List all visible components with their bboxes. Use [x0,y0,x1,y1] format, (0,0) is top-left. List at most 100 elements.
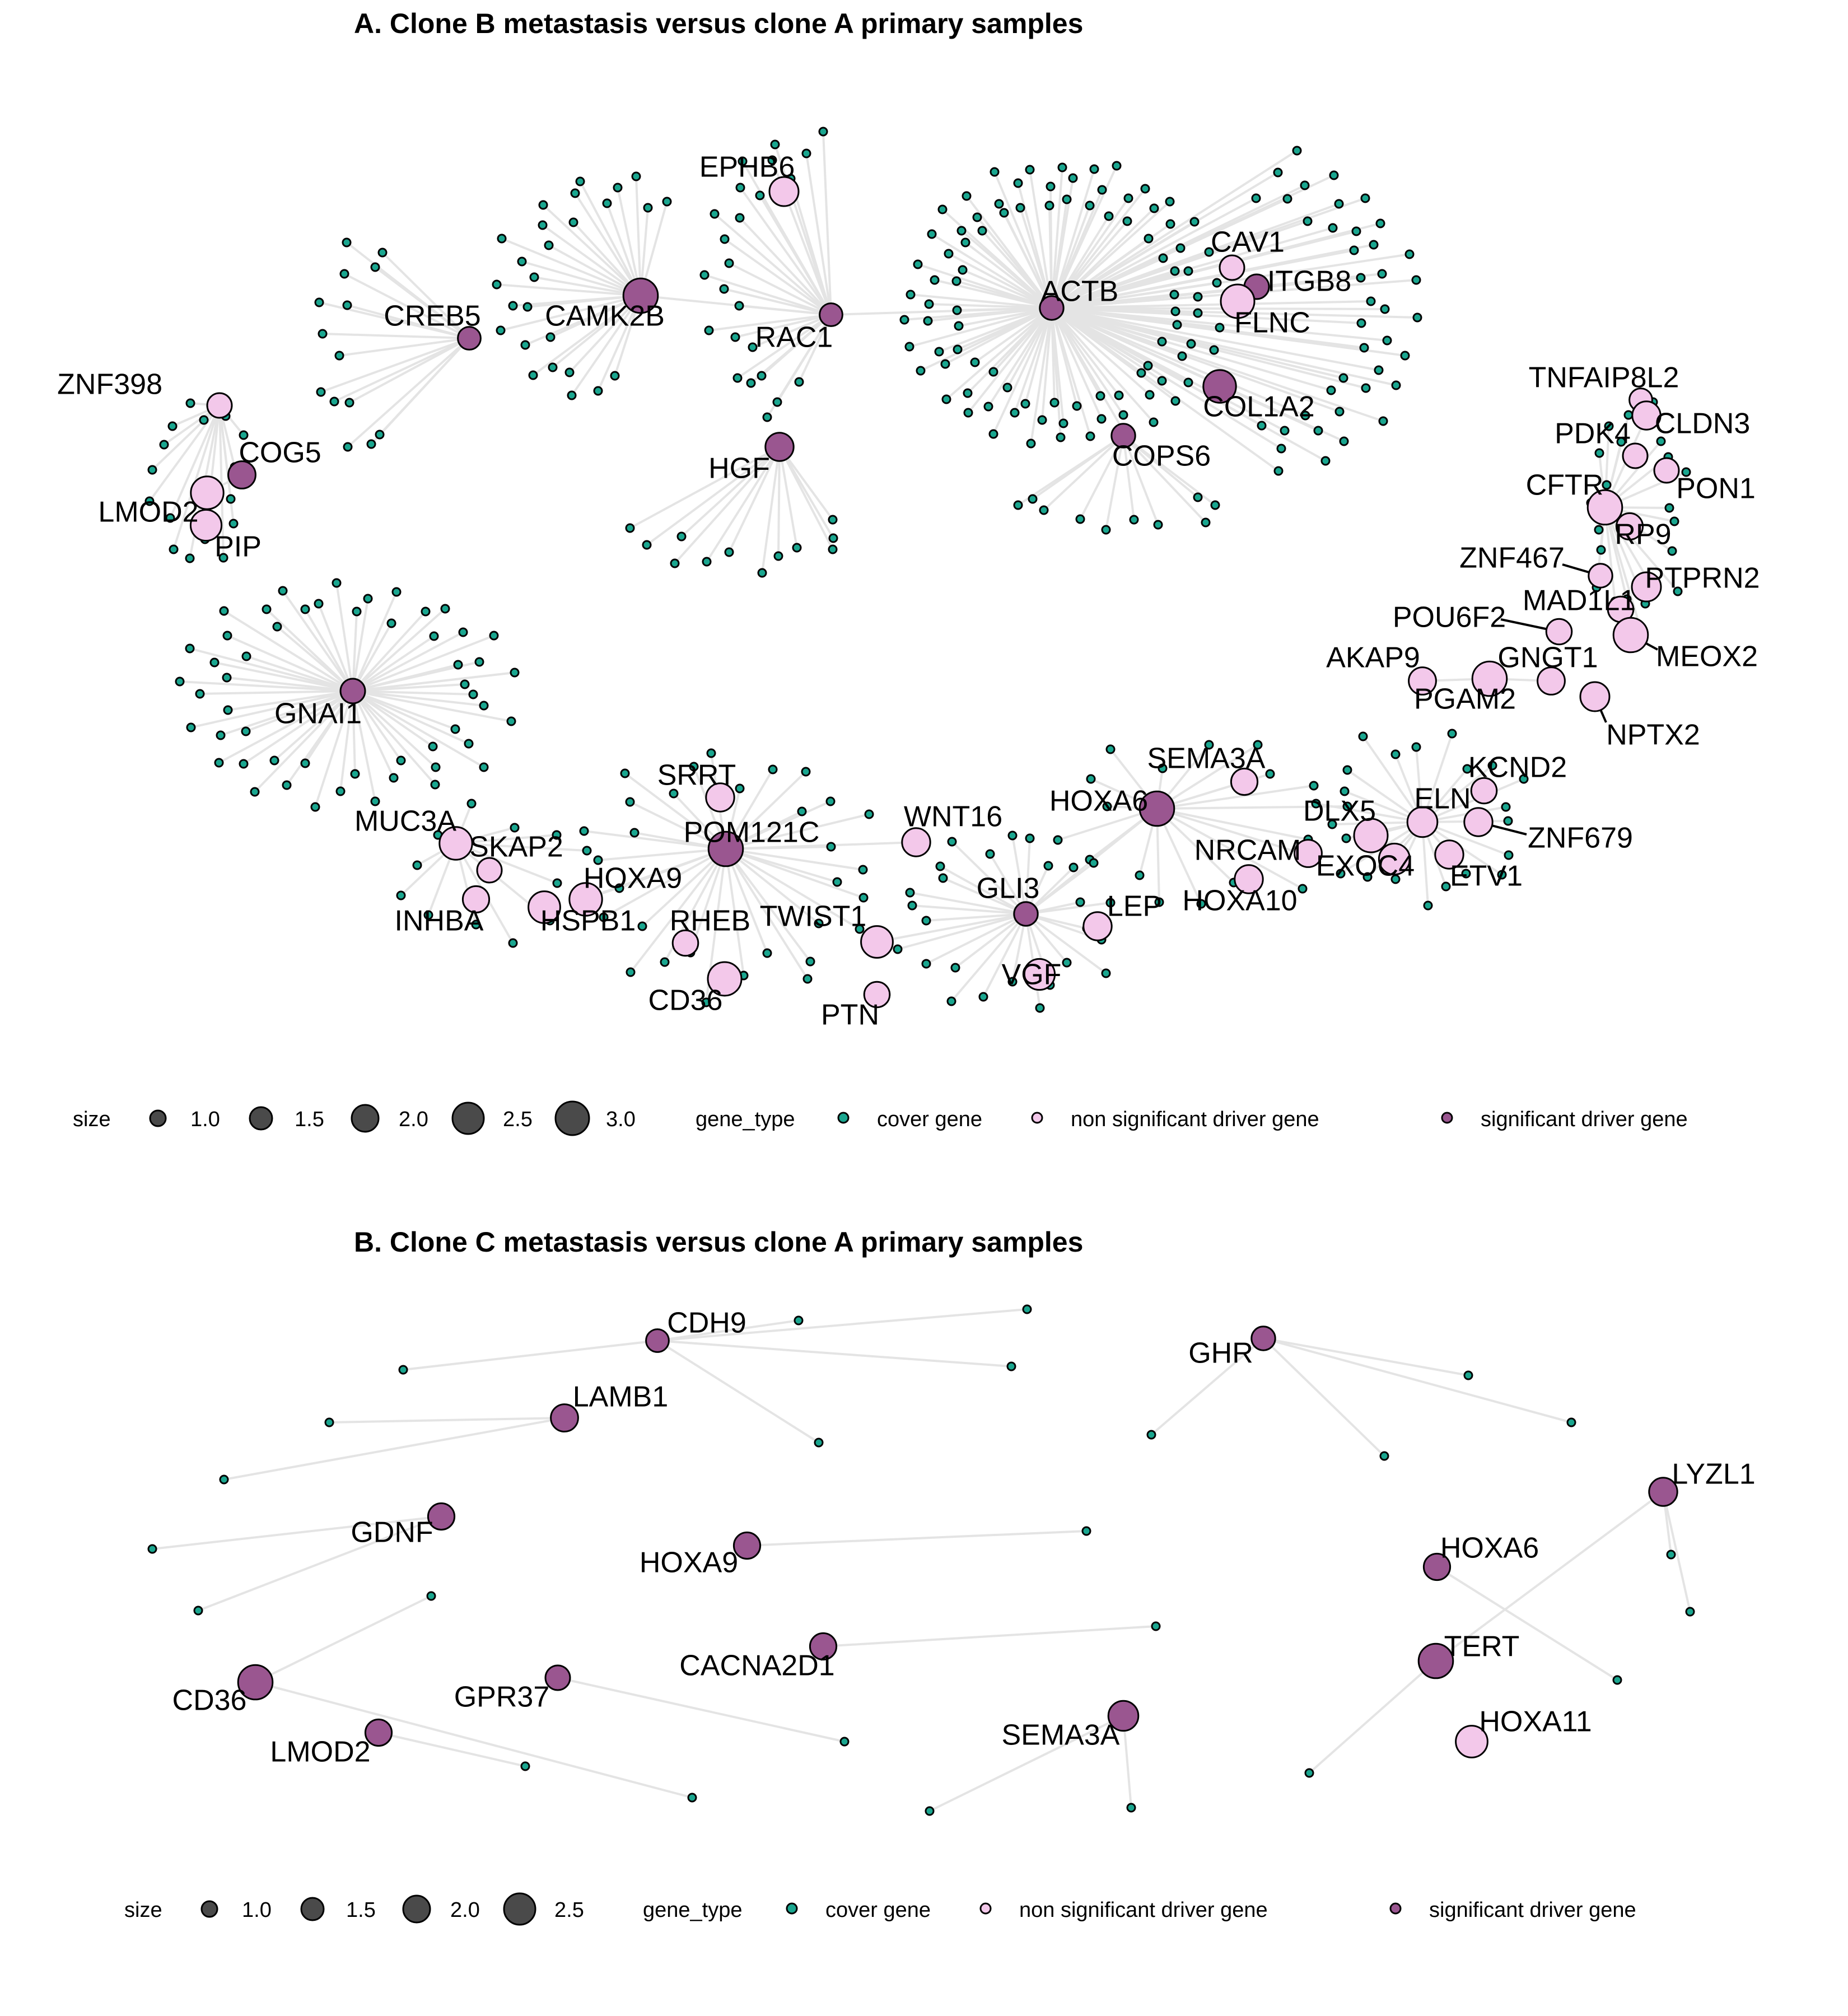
cover-gene-node [269,755,279,766]
gene-label-cd36: CD36 [172,1684,247,1717]
cover-gene-node [972,212,982,222]
legend-type-label: cover gene [825,1898,931,1922]
cover-gene-node [1487,760,1497,771]
cover-gene-node [1049,398,1060,408]
cover-gene-node [1028,494,1038,504]
gene-node-rac1 [819,302,843,327]
edge [1105,435,1124,530]
cover-gene-node [858,893,869,903]
edge [656,1340,820,1444]
cover-gene-node [923,316,933,326]
cover-gene-node [794,1315,804,1326]
edge [1051,227,1333,309]
cover-gene-node [954,321,964,331]
gene-node-meox2 [1612,617,1649,654]
cover-gene-node [1300,180,1310,190]
cover-gene-node [940,359,950,369]
edge [1051,307,1385,310]
gene-label-dlx5: DLX5 [1303,795,1376,828]
panel-b-edges [152,1308,1691,1812]
edge [635,176,642,296]
gene-node-exoc4 [1378,842,1411,876]
gene-label-ptprn2: PTPRN2 [1645,562,1760,595]
edge [1315,802,1423,823]
cover-gene-node [1257,421,1267,431]
gene-node-lmod2 [364,1718,393,1747]
cover-gene-node [1667,546,1677,556]
edge [629,848,727,973]
legend-size-label: 1.0 [190,1108,220,1131]
cover-gene-node [1669,516,1679,526]
edge [218,405,235,524]
cover-gene-node [1212,278,1222,288]
gene-label-cog5: COG5 [239,437,321,469]
cover-gene-node [1685,1607,1695,1617]
gene-node-znf398 [206,392,233,419]
edge [322,333,470,339]
edge [1156,744,1259,810]
edge [403,1340,658,1371]
cover-gene-node [613,183,623,193]
cover-gene-node [1085,431,1095,441]
gene-label-lmod2: LMOD2 [270,1736,370,1768]
edge [314,690,354,808]
cover-gene-node [620,768,630,778]
gene-label-inhba: INHBA [395,905,484,937]
gene-node-muc3a [438,826,473,861]
gene-node-cog5 [227,460,256,489]
cover-gene-node [1068,862,1079,872]
cover-gene-node [935,861,945,871]
cover-gene-node [734,301,744,311]
cover-gene-node [329,396,339,407]
cover-gene-node [1351,226,1361,236]
cover-gene-node [960,237,970,248]
gene-label-cdh9: CDH9 [667,1307,746,1340]
cover-gene-node [947,837,957,847]
legend-cover-marker [786,1902,798,1915]
cover-gene-node [1140,184,1150,194]
edge [1122,435,1135,520]
cover-gene-node [907,900,917,911]
gene-node-pom121c [707,830,744,867]
gene-node-akap9 [1408,666,1437,696]
legend-size-marker [300,1897,325,1921]
cover-gene-node [185,553,195,563]
gene-label-lep: LEP [1107,890,1162,923]
gene-node-skap2 [476,857,503,884]
cover-gene-node [350,769,360,779]
cover-gene-node [218,553,228,563]
cover-gene-node [324,1417,334,1427]
cover-gene-node [958,265,968,275]
edge [1308,1660,1437,1774]
edge [352,591,398,692]
cover-gene-node [241,726,251,736]
edge [708,314,832,332]
cover-gene-node [625,797,635,807]
cover-gene-node [339,269,349,279]
cover-gene-node [1149,203,1159,213]
cover-gene-node [1204,247,1214,257]
cover-gene-node [167,421,178,431]
cover-gene-node [602,198,612,208]
cover-gene-node [431,762,441,772]
cover-gene-node [1114,390,1124,400]
edge [352,690,474,696]
gene-label-pdk4: PDK4 [1555,418,1631,450]
cover-gene-node [1342,801,1352,811]
edge [941,208,1053,309]
cover-gene-node [1423,900,1433,911]
cover-gene-node [310,802,320,812]
gene-node-camk2b [622,277,659,314]
cover-gene-node [1058,418,1068,428]
cover-gene-node [375,430,385,440]
gene-node-gli3 [1013,901,1039,927]
cover-gene-node [1504,850,1514,860]
edge [378,1732,526,1767]
legend-type-label: cover gene [877,1108,982,1131]
gene-label-cldn3: CLDN3 [1655,408,1751,440]
cover-gene-node [1046,181,1056,192]
legend-size-key: 1.0 1.5 2.0 2.5 [200,1892,584,1926]
cover-gene-node [458,627,468,637]
cover-gene-node [1441,881,1451,892]
